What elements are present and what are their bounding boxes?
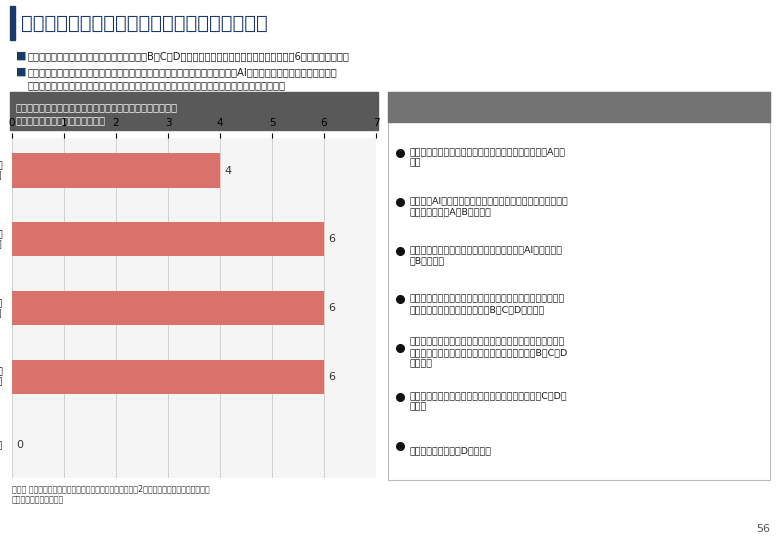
- Bar: [12, 153, 220, 188]
- Text: 在の実践を向上させると思う（B、C、Dを選択）: 在の実践を向上させると思う（B、C、Dを選択）: [410, 305, 545, 314]
- Bar: [10, 6, 15, 40]
- Text: を選択）: を選択）: [410, 359, 433, 368]
- Text: 4: 4: [224, 166, 232, 176]
- Bar: [12, 222, 324, 256]
- Text: 個々のパフォーマンスデータ、改善できる分野、新生児蘇生: 個々のパフォーマンスデータ、改善できる分野、新生児蘇生: [410, 338, 566, 346]
- Bar: [12, 360, 324, 394]
- Text: 研修生の誤りを特定し、すぐに学ぶことができる（C、Dを: 研修生の誤りを特定し、すぐに学ぶことができる（C、Dを: [410, 392, 568, 401]
- Text: 正確でタイムリー（Dを選択）: 正確でタイムリー（Dを選択）: [410, 446, 492, 455]
- Text: 56: 56: [756, 524, 770, 534]
- Bar: [388, 92, 770, 122]
- Bar: [388, 92, 770, 480]
- Text: 私たちの施設では、記録するためのカメラやAI機器がない: 私たちの施設では、記録するためのカメラやAI機器がない: [410, 245, 563, 254]
- Text: 現状ではこのような機能は使われておらず、新しい技術は現: 現状ではこのような機能は使われておらず、新しい技術は現: [410, 294, 566, 303]
- Bar: [12, 291, 324, 325]
- Text: 私たちはAIを通じて、録画したビデオから間違いを修正する: 私たちはAIを通じて、録画したビデオから間違いを修正する: [410, 196, 569, 205]
- Text: 6: 6: [328, 372, 335, 382]
- Text: 医療従事者のスキルアップを目的とした場合では相対的にニーズの低かった「AIによる医療者自身の処置の評価や: 医療従事者のスキルアップを目的とした場合では相対的にニーズの低かった「AIによる…: [27, 67, 337, 77]
- Text: 用できると思うか（複数回答可）: 用できると思うか（複数回答可）: [16, 115, 106, 125]
- Text: 択）: 択）: [410, 158, 421, 167]
- Text: 研修生の新生児蘇生技術の認定プロセスには、どの機能を活: 研修生の新生児蘇生技術の認定プロセスには、どの機能を活: [16, 102, 178, 112]
- Text: のプロセスを改善する方法などが含まれるから（B、C、D: のプロセスを改善する方法などが含まれるから（B、C、D: [410, 348, 569, 357]
- Text: アドバイス」に対する評価が、研修主催者／講師の認定プロセスにおいては高い傾向にあった。: アドバイス」に対する評価が、研修主催者／講師の認定プロセスにおいては高い傾向にあ…: [27, 80, 285, 90]
- Text: （Bを選択）: （Bを選択）: [410, 256, 445, 265]
- Text: で回答している。: で回答している。: [12, 495, 64, 504]
- Text: 新生児蘇生技術の認定プロセスにおいては、B、C、Dの機能を活用できるとする回答がそれぞれ6件と同数だった。: 新生児蘇生技術の認定プロセスにおいては、B、C、Dの機能を活用できるとする回答が…: [27, 51, 349, 61]
- Text: 6: 6: [328, 234, 335, 244]
- Text: ■: ■: [16, 51, 27, 61]
- Text: 研修生がフィードバックから学ぶことができるから（Aを選: 研修生がフィードバックから学ぶことができるから（Aを選: [410, 147, 566, 157]
- Text: 選択）: 選択）: [410, 403, 427, 411]
- Text: 6: 6: [328, 303, 335, 313]
- Text: アンケート調査：研修主催者／講師（３／４）: アンケート調査：研修主催者／講師（３／４）: [21, 14, 268, 32]
- Text: 0: 0: [16, 441, 23, 450]
- Bar: [10, 92, 378, 130]
- Text: ■: ■: [16, 67, 27, 77]
- Text: ことができる（A、Bを選択）: ことができる（A、Bを選択）: [410, 207, 492, 217]
- Text: 左記の機能を選んだ理由（自由記述）: 左記の機能を選んだ理由（自由記述）: [396, 102, 509, 112]
- Text: （注） 回答者は、事前にエフバイタルのシステムに関する2分程度の説明動画を視聴した上: （注） 回答者は、事前にエフバイタルのシステムに関する2分程度の説明動画を視聴し…: [12, 484, 210, 493]
